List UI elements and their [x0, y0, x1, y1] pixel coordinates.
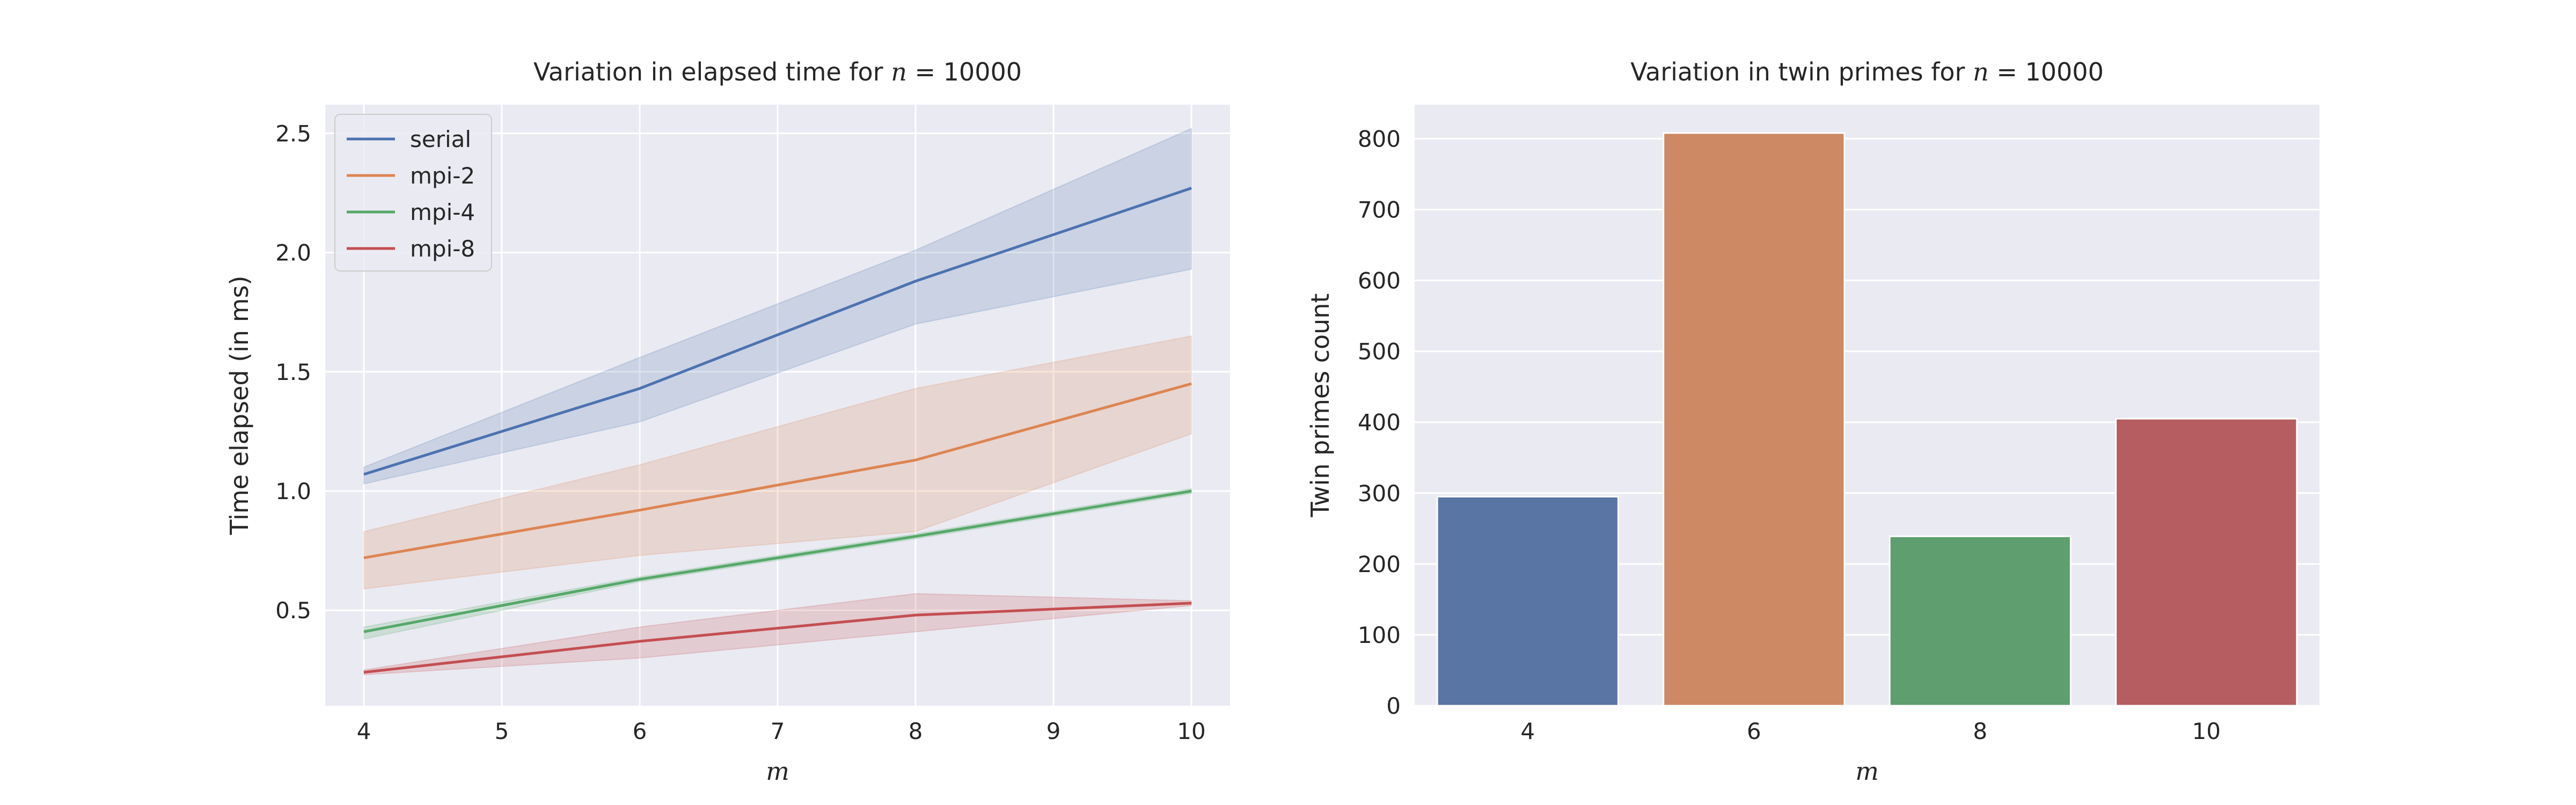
y-tick-label: 0	[1386, 693, 1401, 719]
y-tick-label: 1.5	[275, 359, 311, 385]
twin-y-ticks: 0 100 200 300 400 500 600 700 800	[1358, 126, 1401, 719]
y-tick-label: 500	[1358, 339, 1401, 365]
x-tick-label: 8	[1973, 718, 1987, 744]
band-mpi-2	[363, 335, 1192, 590]
elapsed-legend: serial mpi-2 mpi-4 mpi-8	[334, 114, 492, 272]
bar-m-6	[1663, 132, 1846, 707]
x-tick-label: 10	[2192, 718, 2221, 744]
x-tick-label: 5	[495, 718, 509, 744]
x-tick-label: 4	[357, 718, 371, 744]
bar-m-4	[1436, 495, 1619, 707]
y-tick-label: 2.0	[275, 240, 311, 266]
elapsed-y-ticks: 0.5 1.0 1.5 2.0 2.5	[275, 120, 311, 624]
x-tick-label: 6	[633, 718, 647, 744]
y-tick-label: 300	[1358, 480, 1401, 507]
y-tick-label: 1.0	[275, 478, 311, 504]
y-tick-label: 0.5	[275, 597, 311, 624]
x-tick-label: 8	[909, 718, 923, 744]
elapsed-x-ticks: 4 5 6 7 8 9 10	[357, 718, 1206, 744]
y-tick-label: 2.5	[275, 120, 311, 147]
y-tick-label: 100	[1358, 622, 1401, 648]
y-tick-label: 700	[1358, 196, 1401, 223]
y-tick-label: 800	[1358, 126, 1401, 152]
legend-label-mpi-2: mpi-2	[410, 163, 475, 189]
elapsed-chart-title: Variation in elapsed time for n = 10000	[533, 57, 1022, 86]
elapsed-time-chart: 4 5 6 7 8 9 10 0.5 1.0 1.5 2.0 2.5 Variation in el…	[225, 57, 1230, 786]
x-tick-label: 7	[771, 718, 785, 744]
line-mpi-4	[363, 489, 1192, 633]
y-tick-label: 400	[1358, 409, 1401, 436]
twin-bars	[1436, 132, 2298, 707]
elapsed-series-lines	[363, 187, 1192, 674]
y-tick-label: 200	[1358, 551, 1401, 577]
legend-label-serial: serial	[410, 126, 471, 152]
band-mpi-8	[363, 593, 1192, 676]
legend-label-mpi-4: mpi-4	[410, 199, 475, 225]
x-tick-label: 9	[1046, 718, 1061, 744]
x-tick-label: 4	[1520, 718, 1535, 744]
line-mpi-8	[363, 602, 1192, 674]
line-serial	[363, 187, 1192, 476]
twin-x-axis-label: m	[1855, 757, 1879, 786]
x-tick-label: 6	[1747, 718, 1761, 744]
legend-box	[334, 114, 492, 272]
elapsed-x-axis-label: m	[766, 757, 789, 786]
bar-m-8	[1889, 535, 2072, 707]
twin-chart-title: Variation in twin primes for n = 10000	[1630, 57, 2104, 86]
line-mpi-2	[363, 382, 1192, 559]
twin-x-ticks: 4 6 8 10	[1520, 718, 2221, 744]
bar-m-10	[2115, 418, 2298, 707]
band-serial	[363, 127, 1192, 485]
elapsed-y-axis-label: Time elapsed (in ms)	[225, 276, 254, 536]
twin-y-axis-label: Twin primes count	[1306, 293, 1335, 517]
y-tick-label: 600	[1358, 268, 1401, 294]
legend-label-mpi-8: mpi-8	[410, 236, 475, 262]
twin-primes-chart: 4 6 8 10 0 100 200 300 400 500 600 700 800 Variatio…	[1306, 57, 2319, 786]
x-tick-label: 10	[1177, 718, 1205, 744]
